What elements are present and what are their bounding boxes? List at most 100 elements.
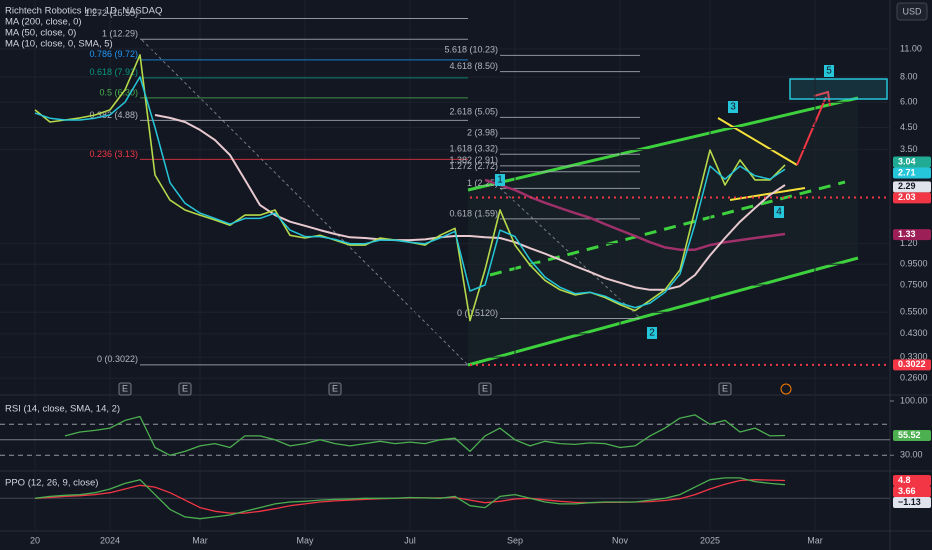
price-tag-label: 4.8: [898, 475, 911, 485]
channel-upper: [467, 96, 859, 192]
price-tag: [893, 167, 931, 179]
fib-label: 0 (0.3022): [97, 354, 138, 364]
channel-fill: [468, 98, 858, 365]
event-box: [178, 382, 192, 396]
y-tick-label: 1.20: [900, 238, 918, 248]
triangle-upper: [717, 117, 798, 166]
price-tag: [893, 192, 931, 204]
x-tick-label: 20: [30, 535, 40, 545]
price-tag-label: 2.71: [898, 167, 916, 177]
series-line: [64, 414, 786, 456]
y-tick-label: 100.00: [900, 395, 928, 405]
price-tag: [893, 156, 931, 168]
fib-label: 0.786 (9.72): [89, 49, 138, 59]
target-box: [789, 78, 888, 100]
wave-box: [495, 174, 505, 186]
price-tag-label: 1.33: [898, 229, 916, 239]
x-tick-label: 2024: [100, 535, 120, 545]
event-box: [118, 382, 132, 396]
y-tick-label: 0.2600: [900, 372, 928, 382]
series-line: [34, 76, 786, 309]
fib-label: 1.272 (15.55): [84, 8, 138, 18]
y-tick-label: 0.4300: [900, 328, 928, 338]
price-tag: [893, 429, 931, 441]
price-tag: [893, 485, 931, 497]
x-tick-label: Mar: [192, 535, 208, 545]
series-line: [484, 178, 786, 251]
y-tick-label: 0.3300: [900, 351, 928, 361]
fib-label: 0.618 (7.92): [89, 67, 138, 77]
y-tick-label: 3.50: [900, 144, 918, 154]
legend-entry: MA (50, close, 0): [5, 28, 76, 39]
event-box: [718, 382, 732, 396]
series-line: [34, 477, 786, 520]
y-tick-label: 0.5500: [900, 307, 928, 317]
fib-label: 5.618 (10.23): [444, 45, 498, 55]
legend-entry: MA (200, close, 0): [5, 17, 82, 28]
y-tick-label: 4.50: [900, 122, 918, 132]
wave-box: [647, 327, 657, 339]
currency[interactable]: USD: [902, 6, 922, 16]
y-tick-label: 11.00: [900, 43, 922, 53]
event-label: E: [722, 383, 728, 393]
event-box: [328, 382, 342, 396]
price-tag-label: −1.13: [898, 497, 921, 507]
price-tag-label: 55.52: [898, 430, 921, 440]
price-tag: [893, 496, 931, 508]
rsi-title: RSI (14, close, SMA, 14, 2): [5, 404, 120, 415]
price-tag: [893, 474, 931, 486]
wave-label: 3: [730, 102, 736, 113]
ppo-title: PPO (12, 26, 9, close): [5, 478, 98, 489]
y-tick-label: 6.00: [900, 97, 918, 107]
x-tick-label: 2025: [700, 535, 720, 545]
price-tag-label: 3.04: [898, 156, 916, 166]
wave-label: 2: [649, 328, 655, 339]
event-label: E: [122, 383, 128, 393]
currency-button[interactable]: [896, 2, 928, 21]
fib-label: 2 (3.98): [467, 128, 498, 138]
x-tick-label: Nov: [612, 535, 629, 545]
fib-label: 0 (0.5120): [457, 308, 498, 318]
wave-box: [824, 65, 834, 77]
y-tick-label: 0.9500: [900, 259, 928, 269]
price-tag: [893, 181, 931, 193]
price-tag: [893, 359, 931, 371]
fib-diagonal: [499, 187, 641, 319]
wave-label: 5: [826, 66, 832, 77]
fib-label: 4.618 (8.50): [449, 61, 498, 71]
x-tick-label: May: [296, 535, 314, 545]
fib-label: 0.618 (1.59): [449, 208, 498, 218]
fib-label: 1 (2.25): [467, 178, 498, 188]
drawings: [0, 0, 890, 531]
channel-mid: [489, 180, 846, 277]
price-tag-label: 2.29: [898, 181, 916, 191]
wave-label: 4: [776, 207, 782, 218]
price-tag: [893, 229, 931, 241]
fib-label: 2.618 (5.05): [449, 107, 498, 117]
dividend-icon: [780, 383, 792, 395]
wave-box: [774, 206, 784, 218]
fib-label: 1.382 (2.91): [449, 155, 498, 165]
arrow-head: [813, 90, 831, 107]
legend-title: Richtech Robotics Inc., 1D, NASDAQ: [5, 6, 162, 17]
triangle-lower: [729, 187, 806, 201]
y-tick-label: 0.7500: [900, 279, 928, 289]
target-arrow: [796, 96, 827, 166]
event-label: E: [332, 383, 338, 393]
price-tag-label: 0.3022: [898, 359, 926, 369]
y-tick-label: 8.00: [900, 71, 918, 81]
price-tag-label: 3.66: [898, 486, 916, 496]
event-label: E: [182, 383, 188, 393]
series-line: [154, 114, 786, 291]
fib-label: 0.382 (4.88): [89, 110, 138, 120]
fib-label: 1 (12.29): [102, 29, 138, 39]
channel-lower: [467, 256, 859, 367]
legend-entry: MA (10, close, 0, SMA, 5): [5, 39, 113, 50]
y-tick-label: 30.00: [900, 450, 923, 460]
wave-label: 1: [497, 175, 503, 186]
fib-label: 0.236 (3.13): [89, 149, 138, 159]
x-tick-label: Sep: [507, 535, 523, 545]
x-tick-label: Jul: [404, 535, 416, 545]
wave-box: [728, 101, 738, 113]
